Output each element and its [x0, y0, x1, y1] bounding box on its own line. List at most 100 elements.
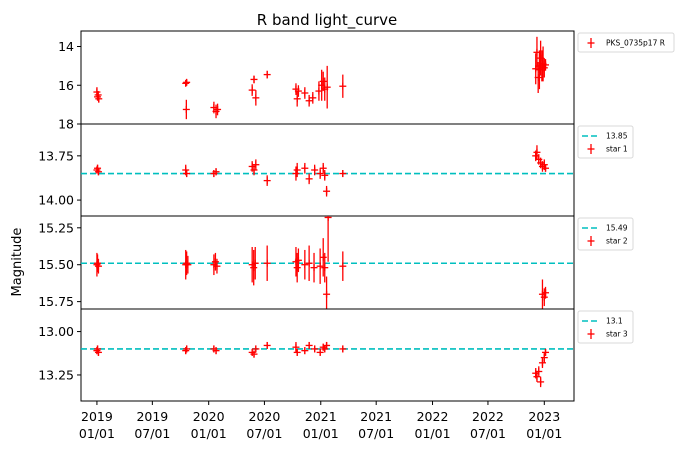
legend-panel-4: 13.1 star 3 — [577, 310, 634, 344]
data-point — [323, 276, 331, 309]
data-point — [94, 345, 102, 353]
legends-layer: PKS_0735p17 R 13.85 star 1 15.49 star 2 13.1 s… — [577, 32, 675, 344]
data-point — [183, 78, 191, 86]
y-tick-label: 14 — [58, 39, 74, 54]
data-point — [535, 366, 543, 377]
x-axis: 201901/01201907/01202001/01202007/012021… — [79, 409, 562, 441]
data-point — [263, 245, 271, 281]
data-point — [309, 92, 317, 104]
y-tick-label: 14.00 — [38, 193, 74, 208]
data-point — [182, 99, 190, 120]
data-point — [316, 348, 324, 356]
legend-panel-2: 13.85 star 1 — [577, 125, 634, 159]
panel-3: 15.25 15.50 15.75 — [38, 215, 575, 310]
data-point — [542, 286, 550, 299]
x-tick-label: 2021 01/01 — [303, 409, 339, 441]
data-point — [183, 251, 191, 276]
x-tick-label-year: 2022 — [417, 409, 449, 424]
data-point — [323, 185, 331, 197]
data-point — [301, 249, 309, 280]
data-point — [323, 341, 331, 349]
x-tick-label: 2023 01/01 — [526, 409, 562, 441]
legend-box — [577, 32, 675, 53]
legend-label: star 1 — [606, 145, 628, 154]
data-point — [94, 164, 102, 172]
x-tick-label-date: 07/01 — [134, 426, 170, 441]
x-tick-label-year: 2019 — [81, 409, 113, 424]
x-tick-label-date: 07/01 — [470, 426, 506, 441]
panel-2: 13.75 14.00 — [38, 123, 575, 217]
data-point — [339, 345, 347, 353]
data-point — [321, 252, 329, 283]
x-tick-label: 2019 01/01 — [79, 409, 115, 441]
data-point — [94, 254, 102, 273]
data-points — [93, 341, 550, 388]
data-point — [95, 94, 103, 103]
x-tick-label-year: 2021 — [305, 409, 337, 424]
data-point — [305, 245, 313, 281]
legend-label: 13.85 — [606, 132, 628, 141]
data-point — [292, 166, 300, 181]
data-point — [534, 62, 542, 93]
data-point — [94, 348, 102, 356]
data-point — [339, 170, 347, 178]
data-point — [211, 252, 219, 271]
legend-box — [577, 310, 634, 344]
data-point — [263, 341, 271, 349]
data-point — [250, 75, 258, 84]
x-tick-label: 2020 01/01 — [191, 409, 227, 441]
x-tick-label-year: 2021 — [360, 409, 392, 424]
y-tick-label: 13.25 — [38, 367, 74, 382]
data-points — [93, 145, 550, 197]
data-point — [250, 249, 258, 286]
chart-title: R band light_curve — [257, 11, 397, 30]
data-point — [319, 71, 327, 92]
data-point — [323, 65, 331, 109]
data-point — [305, 94, 313, 107]
data-point — [252, 90, 260, 106]
data-point — [339, 74, 347, 98]
x-tick-label: 2022 01/01 — [415, 409, 451, 441]
x-tick-label-date: 01/01 — [415, 426, 451, 441]
panels-layer: 14 16 18 13.75 14.00 15.25 15.50 15.75 13.00 13.2… — [38, 30, 575, 405]
x-tick-label-date: 01/01 — [303, 426, 339, 441]
data-point — [540, 352, 548, 363]
data-points — [93, 36, 550, 120]
panel-frame — [80, 308, 575, 402]
panel-4: 13.00 13.25 — [38, 308, 575, 405]
legend-label: star 2 — [606, 237, 628, 246]
data-point — [540, 288, 548, 307]
data-point — [248, 84, 256, 96]
data-point — [537, 376, 545, 388]
data-point — [542, 348, 550, 356]
data-point — [324, 216, 332, 262]
x-tick-label-date: 01/01 — [79, 426, 115, 441]
x-tick-label: 2021 07/01 — [358, 409, 394, 441]
data-point — [321, 170, 329, 181]
data-point — [301, 162, 309, 174]
data-point — [319, 162, 327, 174]
legend-panel-1: PKS_0735p17 R — [577, 32, 675, 53]
data-point — [318, 69, 326, 101]
data-point — [316, 168, 324, 179]
y-tick-label: 15.50 — [38, 257, 74, 272]
data-point — [214, 103, 222, 116]
legend-label: 15.49 — [606, 224, 628, 233]
data-point — [251, 247, 259, 280]
x-tick-label-date: 07/01 — [358, 426, 394, 441]
data-point — [310, 252, 318, 283]
data-point — [305, 341, 313, 349]
x-tick-label-date: 01/01 — [526, 426, 562, 441]
y-tick-label: 18 — [58, 117, 74, 132]
y-axis-label: Magnitude — [10, 228, 25, 297]
data-point — [212, 168, 220, 176]
data-point — [183, 345, 191, 353]
x-tick-label-date: 01/01 — [191, 426, 227, 441]
panel-1: 14 16 18 — [58, 30, 575, 132]
y-tick-label: 13.00 — [38, 324, 74, 339]
data-point — [252, 159, 260, 170]
data-point — [293, 252, 301, 283]
x-tick-label-year: 2023 — [528, 409, 560, 424]
data-point — [294, 85, 302, 97]
data-point — [311, 164, 319, 176]
